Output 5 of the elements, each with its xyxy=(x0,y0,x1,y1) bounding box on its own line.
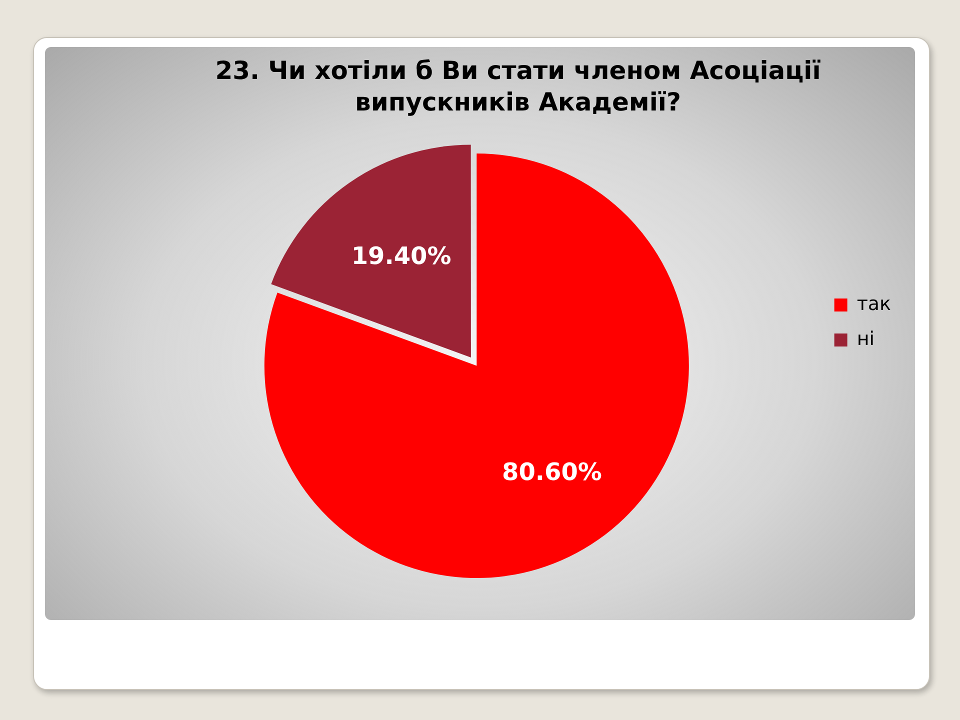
data-label: 80.60% xyxy=(502,458,602,486)
legend-label: так xyxy=(856,292,891,315)
legend-label: ні xyxy=(856,328,875,350)
data-label: 19.40% xyxy=(351,242,452,270)
chart-title: 23. Чи хотіли б Ви стати членом Асоціації випускників Академії? xyxy=(215,56,822,116)
